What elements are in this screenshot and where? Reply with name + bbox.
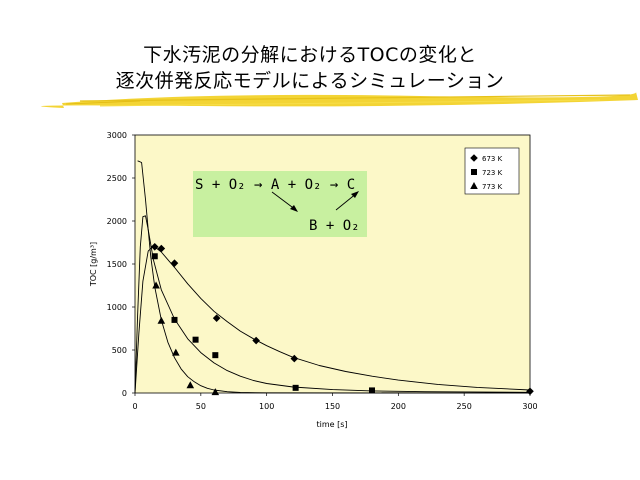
data-point-triangle [157, 316, 166, 324]
reaction-scheme-box [193, 171, 367, 237]
data-point-square [369, 387, 375, 394]
x-tick-label: 50 [196, 402, 206, 411]
data-point-triangle [186, 381, 195, 389]
x-tick-label: 200 [391, 402, 406, 411]
fit-curve-square [134, 215, 531, 394]
y-tick-label: 500 [112, 346, 127, 355]
data-point-diamond [212, 314, 221, 322]
y-tick-label: 1500 [107, 260, 127, 269]
data-point-square [151, 253, 158, 260]
x-tick-label: 250 [457, 402, 472, 411]
reaction-line2: B + O₂ [309, 218, 360, 234]
slide-title-line1: 下水汚泥の分解におけるTOCの変化と [143, 44, 477, 66]
reaction-scheme: S + O₂ → A + O₂ → C B + O₂ [193, 171, 367, 237]
data-point-square [192, 336, 199, 343]
y-tick-label: 1000 [107, 303, 127, 312]
data-point-diamond [290, 354, 299, 363]
y-tick-label: 3000 [107, 131, 127, 140]
y-tick-label: 2000 [107, 217, 127, 226]
data-markers [150, 243, 534, 396]
data-point-diamond [526, 387, 534, 396]
legend-label: 773 K [482, 183, 503, 191]
data-point-triangle [172, 348, 180, 356]
fit-curve-triangle [137, 160, 531, 394]
data-point-diamond [157, 244, 166, 253]
x-tick-label: 100 [259, 402, 274, 411]
legend-label: 673 K [482, 155, 503, 163]
legend-marker-triangle [470, 182, 478, 189]
data-point-diamond [150, 243, 159, 251]
data-point-square [212, 352, 219, 359]
reaction-line1: S + O₂ → A + O₂ → C [195, 177, 355, 193]
legend: 673 K 723 K 773 K [464, 147, 520, 195]
y-tick-label: 2500 [107, 174, 127, 183]
x-tick-label: 150 [325, 402, 340, 411]
y-tick-label: 0 [122, 389, 127, 398]
legend-marker-diamond [470, 154, 478, 162]
y-axis-label: TOC [g/m³] [89, 242, 98, 287]
x-tick-label: 300 [522, 402, 537, 411]
x-axis: 0 50 100 150 200 250 300 [132, 393, 538, 411]
data-point-diamond [252, 336, 260, 345]
data-point-diamond [170, 259, 179, 267]
data-point-triangle [152, 281, 160, 289]
slide-title-line2: 逐次併発反応モデルによるシミュレーション [115, 70, 505, 92]
y-axis: 0 500 1000 1500 2000 2500 3000 [107, 131, 135, 398]
legend-marker-square [471, 169, 477, 175]
brush-underline [40, 92, 638, 108]
x-axis-label: time [s] [316, 420, 347, 429]
data-point-square [171, 316, 178, 323]
arrowhead-a-to-b [290, 205, 298, 212]
arrowhead-b-to-c [351, 191, 359, 198]
fitted-curves [134, 160, 531, 394]
data-point-triangle [211, 388, 220, 396]
data-point-square [292, 384, 299, 391]
x-tick-label: 0 [132, 402, 137, 411]
legend-label: 723 K [482, 169, 503, 177]
